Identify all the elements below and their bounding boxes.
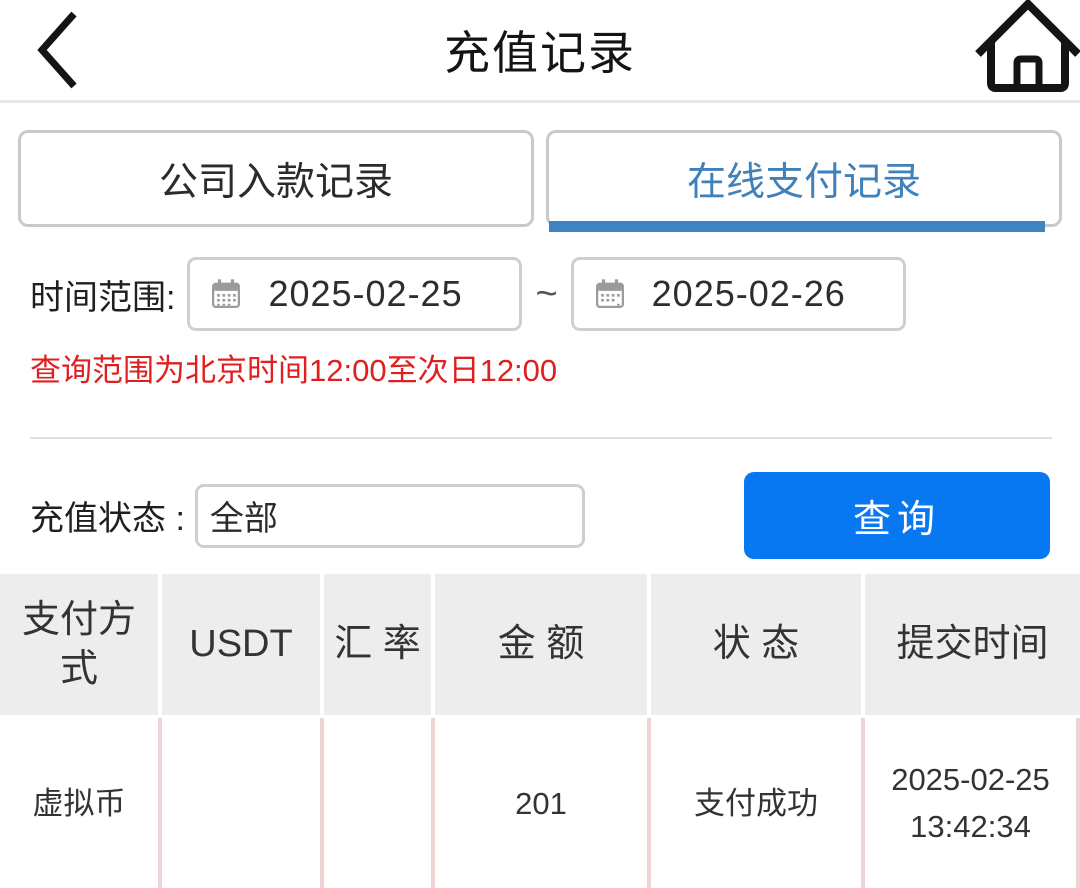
- column-header-submit-time: 提交时间: [865, 574, 1080, 715]
- calendar-icon: [595, 279, 624, 308]
- back-icon[interactable]: [24, 8, 84, 92]
- column-header-usdt: USDT: [162, 574, 320, 715]
- calendar-icon: [212, 279, 241, 308]
- status-filter-row: 充值状态 : 全部 查询: [30, 472, 1050, 559]
- submit-time-date: 2025-02-25: [891, 762, 1050, 797]
- cell-rate: [320, 718, 431, 888]
- date-range-label: 时间范围:: [30, 278, 176, 317]
- date-to-input[interactable]: 2025-02-26: [570, 257, 906, 331]
- query-button[interactable]: 查询: [744, 472, 1050, 559]
- recharge-status-label: 充值状态 :: [30, 500, 185, 538]
- cell-submit-time: 2025-02-25 13:42:34: [861, 718, 1080, 888]
- date-to-value: 2025-02-26: [651, 273, 846, 314]
- query-range-notice: 查询范围为北京时间12:00至次日12:00: [30, 353, 558, 388]
- home-icon[interactable]: [972, 0, 1080, 94]
- chevron-left-icon: [37, 11, 77, 89]
- cell-usdt: [158, 718, 320, 888]
- table-header: 支付方式 USDT 汇 率 金 额 状 态 提交时间: [0, 574, 1080, 715]
- cell-status: 支付成功: [647, 718, 861, 888]
- date-range-separator: ~: [535, 272, 558, 315]
- tab-company-deposit-record[interactable]: 公司入款记录: [18, 130, 534, 227]
- cell-payment-method: 虚拟币: [32, 785, 126, 821]
- column-header-rate: 汇 率: [324, 574, 431, 715]
- page-title: 充值记录: [444, 27, 636, 79]
- header: 充值记录: [0, 0, 1080, 103]
- table-row: 虚拟币 201 支付成功 2025-02-25 13:42:34: [0, 718, 1080, 888]
- section-divider: [30, 437, 1052, 439]
- column-header-payment-method: 支付方式: [0, 574, 158, 715]
- cell-amount: 201: [431, 718, 647, 888]
- date-from-value: 2025-02-25: [268, 273, 463, 314]
- submit-time-clock: 13:42:34: [910, 809, 1031, 844]
- tab-online-payment-record[interactable]: 在线支付记录: [546, 130, 1062, 232]
- column-header-status: 状 态: [651, 574, 861, 715]
- column-header-amount: 金 额: [435, 574, 647, 715]
- date-range-row: 时间范围: 2025-02-25 ~: [30, 257, 1080, 331]
- home-glyph: [975, 0, 1080, 92]
- recharge-status-select[interactable]: 全部: [194, 483, 585, 548]
- tab-bar: 公司入款记录 在线支付记录: [0, 103, 1080, 232]
- date-from-input[interactable]: 2025-02-25: [187, 257, 523, 331]
